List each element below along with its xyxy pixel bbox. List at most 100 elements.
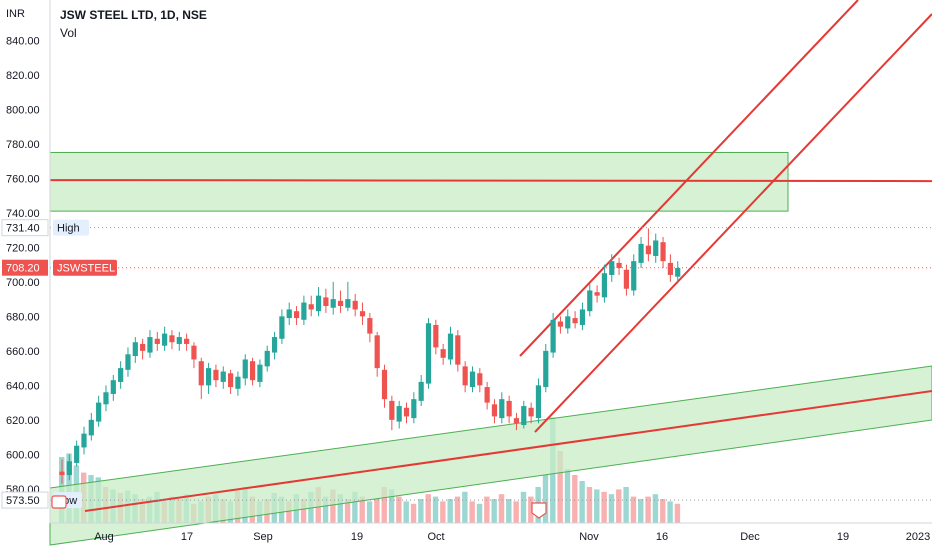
candle-body (352, 300, 358, 310)
candle-body (220, 371, 226, 382)
candle-body (59, 471, 65, 476)
volume-bar (403, 501, 409, 523)
x-tick-label: Sep (253, 531, 273, 543)
candle-body (513, 418, 520, 424)
volume-bar (660, 499, 666, 523)
volume-bar (594, 489, 600, 523)
price-tag-box (53, 259, 117, 276)
candle-body (66, 461, 72, 476)
candle-body (675, 268, 681, 277)
dividend-marker-icon (51, 495, 67, 509)
volume-bar (366, 501, 373, 523)
candle-body (381, 369, 388, 400)
candle-body (213, 369, 219, 381)
candle-body (279, 316, 285, 339)
volume-bar (608, 494, 615, 523)
x-tick-label: Dec (740, 531, 760, 543)
volume-indicator-label[interactable]: Vol (60, 26, 77, 40)
y-tick-label: 780.00 (6, 139, 40, 151)
trend-lines (49, 0, 932, 512)
symbol-title[interactable]: JSW STEEL LTD, 1D, NSE (60, 8, 207, 22)
horizontal-resistance-line (49, 179, 932, 183)
candle-body (425, 323, 432, 384)
x-tick-label: 19 (351, 531, 363, 543)
volume-bar (337, 494, 343, 523)
candle-body (484, 387, 490, 403)
candles (59, 228, 681, 484)
candle-body (521, 406, 527, 426)
candle-body (315, 295, 322, 312)
volume-bar (469, 501, 475, 523)
volume-bar (381, 487, 387, 523)
candle-body (572, 318, 578, 324)
volume-bar (645, 496, 651, 523)
price-tag-label: JSWSTEEL (57, 263, 115, 275)
candle-body (653, 240, 659, 256)
rising-trend-line (84, 390, 932, 512)
candle-body (594, 292, 600, 296)
volume-bar (601, 491, 607, 523)
candle-body (271, 337, 278, 353)
candle-body (162, 333, 168, 346)
y-tick-label: 800.00 (6, 104, 40, 116)
candle-body (543, 350, 549, 388)
volume-bar (418, 499, 424, 523)
candle-body (557, 321, 564, 327)
volume-bar (454, 496, 461, 523)
candle-body (469, 371, 476, 388)
volume-bar (330, 489, 336, 523)
candle-body (293, 311, 300, 319)
candle-body (301, 302, 307, 320)
candle-body (345, 299, 351, 308)
candle-body (257, 364, 263, 382)
price-label-box (1, 491, 49, 509)
candle-body (227, 373, 234, 388)
volume-bar (579, 481, 585, 523)
candle-body (447, 333, 454, 360)
volume-bar (616, 489, 622, 523)
candle-body (499, 399, 505, 419)
x-tick-label: 16 (656, 531, 668, 543)
earnings-marker-icon (531, 502, 547, 519)
volume-bar (447, 499, 453, 523)
candle-body (565, 316, 571, 329)
candle-body (286, 309, 292, 319)
candle-body (667, 262, 673, 275)
candle-body (645, 245, 651, 255)
y-tick-label: 720.00 (6, 242, 40, 254)
candle-body (638, 243, 644, 263)
candle-body (601, 273, 608, 298)
volume-bar (667, 501, 673, 523)
volume-bar (359, 496, 365, 523)
y-tick-label: 740.00 (6, 208, 40, 220)
candle-body (140, 343, 146, 351)
candle-body (477, 373, 483, 386)
candle-body (147, 337, 153, 353)
volume-bar (498, 494, 505, 523)
x-tick-label: Aug (94, 531, 114, 543)
candle-body (433, 324, 439, 348)
candle-body (389, 400, 395, 420)
channel-lower-line (534, 13, 932, 433)
candle-body (337, 300, 344, 306)
price-label-box (1, 219, 49, 237)
volume-bar (542, 475, 549, 523)
volume-bar (586, 487, 593, 523)
price-label-box (2, 259, 48, 276)
zones (49, 151, 932, 546)
candle-body (191, 345, 197, 360)
y-tick-label: 600.00 (6, 449, 40, 461)
candle-body (176, 337, 182, 344)
candle-body (418, 381, 424, 401)
candle-body (154, 338, 160, 344)
volume-bar (410, 503, 417, 523)
candle-body (440, 349, 446, 358)
candle-body (411, 399, 417, 419)
candle-body (528, 407, 534, 417)
x-tick-label: 19 (837, 531, 849, 543)
candle-body (81, 433, 87, 448)
volume-bar (528, 496, 534, 523)
volume-bar (286, 501, 292, 523)
candle-body (616, 262, 622, 269)
